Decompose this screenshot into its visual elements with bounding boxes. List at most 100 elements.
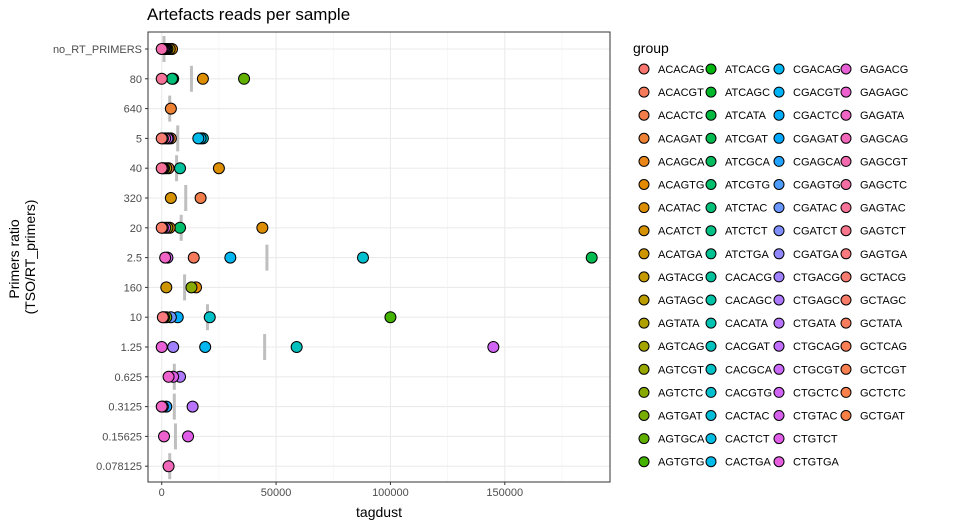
legend-label: CTGCTC [793,387,839,399]
legend-key [705,225,717,237]
legend-key [773,86,785,98]
y-tick-label: 640 [124,104,142,116]
legend-label: CGAGTG [793,180,841,192]
legend-label: CGATGA [793,249,839,261]
legend-label: CACACG [725,272,772,284]
legend-label: ATCTGA [725,249,769,261]
legend-label: GCTCGT [860,364,907,376]
legend-label: CTGACG [793,272,840,284]
legend-key [638,363,650,375]
grid-lines [148,32,610,482]
legend-key [773,109,785,121]
x-tick-label: 0 [159,487,165,499]
plot-border [147,31,611,483]
legend-label: CGATAC [793,203,837,215]
legend-label: GAGCGT [860,156,908,168]
legend-label: GAGCTC [860,180,907,192]
legend-key [638,202,650,214]
legend-label: CACAGC [725,295,772,307]
y-tick-label: 0.3125 [108,402,142,414]
legend-key [773,294,785,306]
data-point [162,460,175,473]
data-point [585,251,598,264]
data-point [203,311,216,324]
legend-label: ACAGCA [658,156,705,168]
data-point [290,341,303,353]
legend-key [638,386,650,398]
legend-label: CACGTG [725,387,772,399]
legend-label: CGATCT [793,226,838,238]
legend-label: GAGAGC [860,87,908,99]
legend-key [773,155,785,167]
legend-label: ACAGAT [658,133,703,145]
legend-key [705,63,717,75]
legend-key [773,63,785,75]
legend-label: CACTCT [725,434,770,446]
legend-label: GAGTAC [860,203,906,215]
legend-key [705,363,717,375]
data-point [160,281,173,294]
legend-label: CTGAGC [793,295,840,307]
legend-key [840,155,852,167]
x-tick-label: 50000 [261,487,292,499]
legend-key [638,456,650,468]
legend: ACACAG ACACGT ACACTC ACAGAT ACAGCA ACAGTG ACAT… [638,63,908,469]
legend-label: AGTCGT [658,364,704,376]
legend-key [638,271,650,283]
data-point [162,370,175,383]
data-point [238,72,251,85]
data-points [155,43,598,473]
legend-key [773,386,785,398]
y-tick-label: 0.625 [114,372,142,384]
data-point [159,251,172,264]
data-point [155,400,168,413]
legend-key [840,179,852,190]
legend-label: CGAGAT [793,133,839,145]
legend-title: group [633,40,669,56]
data-point [384,311,397,324]
legend-key [705,410,717,421]
legend-key [638,109,650,121]
legend-key [638,340,650,352]
y-axis: no_RT_PRIMERS 80 640 5 40 320 20 2.5 160 10 1.25 0.… [53,44,148,473]
legend-key [705,340,717,352]
y-tick-label: 160 [124,282,142,294]
legend-label: AGTCTC [658,387,703,399]
legend-label: ATCTCT [725,226,768,238]
y-tick-label: 20 [130,223,142,235]
legend-label: ACATGA [658,249,703,261]
data-point [167,341,180,353]
data-point [487,341,500,353]
y-tick-label: 2.5 [127,253,142,265]
legend-key [773,340,785,352]
legend-key [705,86,717,98]
y-tick-label: 10 [130,312,142,324]
legend-key [638,132,650,144]
legend-label: GCTCAG [860,341,907,353]
legend-label: ACACGT [658,87,704,99]
legend-label: GCTACG [860,272,906,284]
legend-key [840,294,852,306]
legend-key [638,317,650,329]
legend-label: AGTAGC [658,295,704,307]
legend-key [773,271,785,283]
data-point [356,251,369,264]
legend-key [840,132,852,144]
data-point [155,43,168,55]
legend-label: GAGTCT [860,226,906,238]
legend-label: AGTGAT [658,411,703,423]
chart-title: Artefacts reads per sample [147,5,350,24]
legend-label: CTGTGA [793,457,839,469]
legend-key [638,433,650,445]
legend-key [638,294,650,306]
legend-label: GAGACG [860,64,908,76]
legend-key [773,317,785,329]
y-tick-label: 5 [136,133,142,145]
legend-key [840,109,852,121]
data-point [174,162,187,175]
legend-key [638,63,650,75]
legend-key [638,155,650,167]
legend-label: ATCAGC [725,87,770,99]
legend-label: CACGAT [725,341,770,353]
legend-label: ATCTAC [725,203,767,215]
